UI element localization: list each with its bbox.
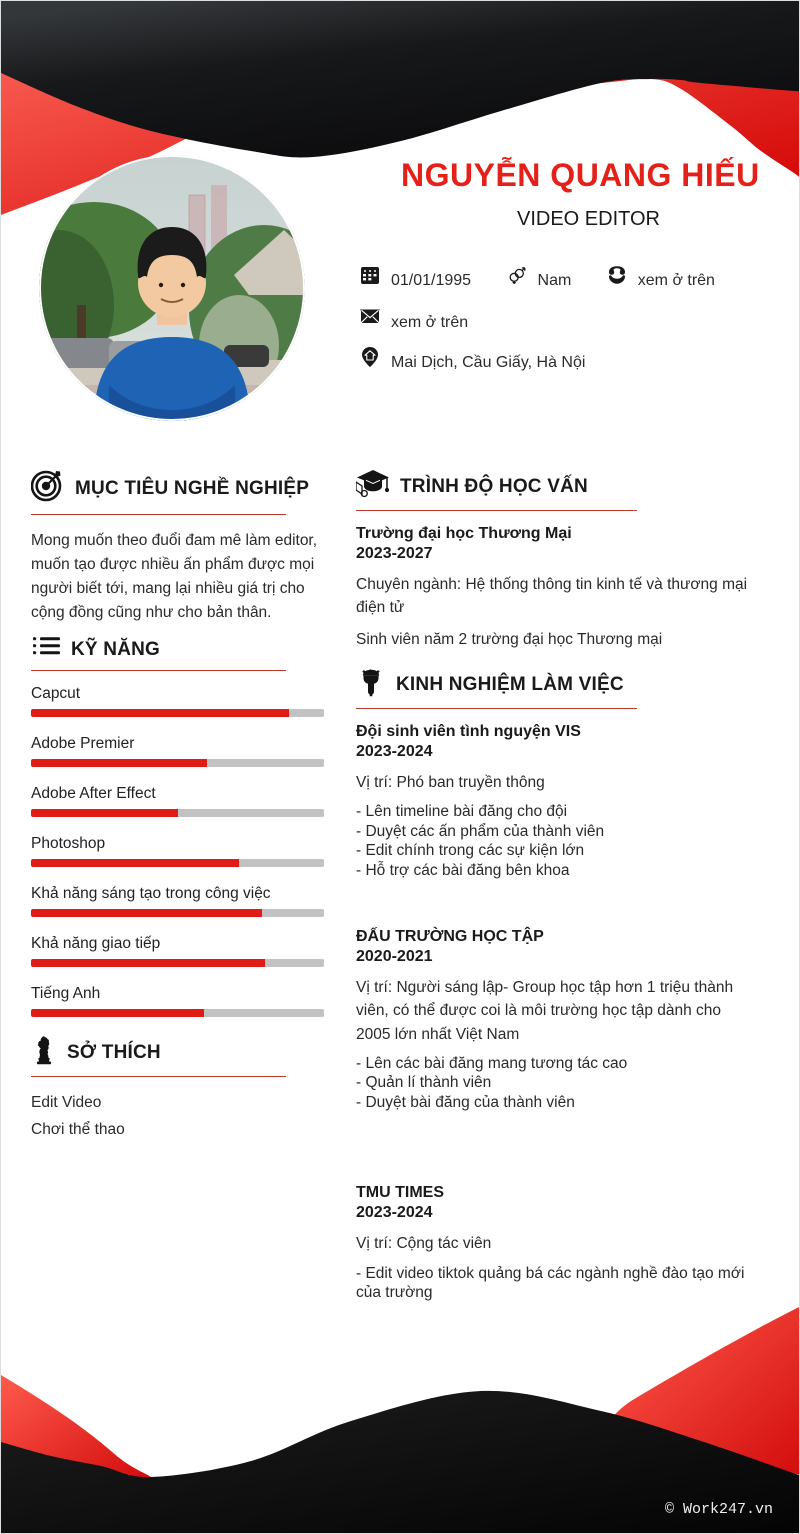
svg-text:© Work247.vn: © Work247.vn bbox=[665, 1501, 773, 1518]
